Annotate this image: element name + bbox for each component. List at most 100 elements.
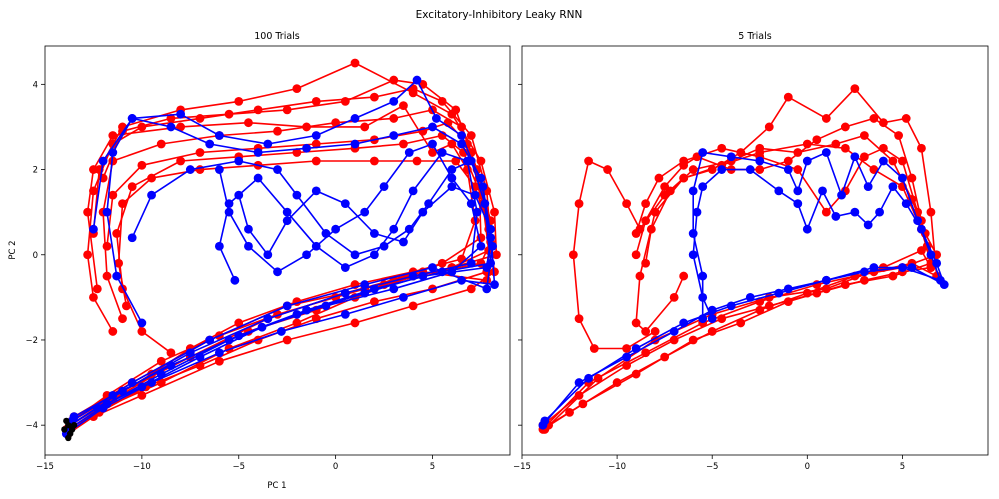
red-trajectory-point <box>635 224 645 234</box>
red-trajectory-point <box>917 246 926 255</box>
start-point <box>65 434 72 442</box>
red-trajectory-point <box>282 105 292 115</box>
blue-trajectory-point <box>726 152 736 162</box>
y-axis-label: PC 2 <box>8 240 18 259</box>
blue-trajectory-point <box>360 207 370 217</box>
blue-trajectory-point <box>688 250 698 260</box>
red-trajectory-point <box>584 156 593 166</box>
figure-title: Excitatory-Inhibitory Leaky RNN <box>416 9 583 21</box>
blue-trajectory-line-1 <box>544 168 946 422</box>
red-trajectory-point <box>736 148 746 157</box>
red-trajectory-point <box>631 250 641 260</box>
blue-trajectory-point <box>273 165 282 174</box>
red-trajectory-point <box>755 165 765 174</box>
red-trajectory-point <box>137 390 147 400</box>
red-trajectory-point <box>888 156 898 166</box>
blue-trajectory-point <box>234 190 244 200</box>
red-trajectory-point <box>176 156 186 166</box>
blue-trajectory-point <box>340 310 350 319</box>
red-trajectory-point <box>176 122 186 132</box>
blue-trajectory-point <box>745 165 755 174</box>
red-trajectory-point <box>389 114 399 123</box>
blue-trajectory-point <box>166 361 176 370</box>
blue-trajectory-point <box>205 139 215 149</box>
red-trajectory-point <box>821 114 831 123</box>
blue-trajectory-point <box>311 186 321 196</box>
red-trajectory-point <box>679 271 689 281</box>
red-trajectory-point <box>622 344 632 353</box>
blue-trajectory-point <box>466 199 476 209</box>
start-point <box>70 421 78 429</box>
start-point <box>63 417 70 425</box>
red-trajectory-point <box>311 139 321 149</box>
red-trajectory-point <box>612 378 622 387</box>
blue-trajectory-point <box>389 96 399 106</box>
blue-trajectory-point <box>176 109 186 119</box>
red-trajectory-point <box>108 131 118 140</box>
red-trajectory-point <box>340 96 350 106</box>
red-trajectory-point <box>755 305 765 315</box>
blue-trajectory-point <box>331 224 341 234</box>
blue-trajectory-point <box>369 250 379 260</box>
blue-trajectory-point <box>244 224 253 234</box>
red-trajectory-point <box>399 101 408 111</box>
red-trajectory-point <box>802 139 812 149</box>
red-trajectory-point <box>476 156 486 166</box>
blue-trajectory-point <box>253 173 263 183</box>
blue-trajectory-point <box>112 271 122 281</box>
red-trajectory-point <box>641 258 651 268</box>
blue-trajectory-point <box>447 267 457 277</box>
blue-trajectory-line-0 <box>542 151 942 426</box>
red-trajectory-point <box>195 165 205 174</box>
blue-trajectory-point <box>540 416 550 426</box>
red-trajectory-point <box>451 105 461 115</box>
red-trajectory-point <box>859 152 869 162</box>
blue-trajectory-point <box>127 114 137 123</box>
blue-trajectory-point <box>486 224 496 234</box>
blue-trajectory-point <box>185 348 195 358</box>
red-trajectory-point <box>389 75 399 85</box>
blue-trajectory-point <box>802 156 812 166</box>
red-trajectory-point <box>244 118 253 128</box>
x-tick-label: −5 <box>232 462 245 472</box>
blue-trajectory-point <box>137 382 147 392</box>
blue-trajectory-point <box>350 139 360 149</box>
blue-trajectory-point <box>802 224 812 234</box>
blue-trajectory-point <box>631 344 641 353</box>
blue-trajectory-point <box>447 165 457 174</box>
red-trajectory-point <box>641 327 651 336</box>
blue-trajectory-point <box>939 280 949 289</box>
chart-right: 5 Trials −15 −10 −5 0 5 <box>513 31 989 472</box>
red-trajectory-point <box>622 199 632 209</box>
blue-trajectory-point <box>244 241 253 251</box>
blue-trajectory-point <box>480 199 490 209</box>
red-trajectory-point <box>292 84 302 94</box>
blue-trajectory-point <box>888 182 898 191</box>
y-tick-label: −2 <box>25 336 38 346</box>
red-trajectory-point <box>755 143 765 153</box>
blue-trajectory-point <box>821 148 831 157</box>
red-trajectory-line-1 <box>546 87 938 426</box>
red-trajectory-point <box>156 356 166 366</box>
red-trajectory-point <box>350 58 360 68</box>
red-trajectory-point <box>224 109 234 119</box>
blue-trajectory-point <box>476 241 486 251</box>
blue-trajectory-point <box>428 263 437 272</box>
blue-trajectory-point <box>263 250 273 260</box>
blue-trajectory-point <box>821 275 831 285</box>
red-trajectory-point <box>451 156 461 166</box>
red-trajectory-point <box>89 292 98 302</box>
blue-trajectory-point <box>340 263 350 272</box>
blue-trajectory-point <box>457 275 466 285</box>
red-trajectory-point <box>118 314 127 324</box>
red-trajectory-point <box>166 348 176 358</box>
blue-trajectory-point <box>698 148 708 157</box>
blue-trajectory-point <box>424 199 434 209</box>
blue-trajectory-line-1 <box>69 151 478 426</box>
red-trajectory-point <box>311 156 321 166</box>
blue-trajectory-point <box>127 233 137 243</box>
blue-trajectory-point <box>379 241 389 251</box>
blue-trajectory-point <box>102 207 112 217</box>
y-tick-label: 2 <box>33 166 38 176</box>
red-trajectory-point <box>901 114 911 123</box>
